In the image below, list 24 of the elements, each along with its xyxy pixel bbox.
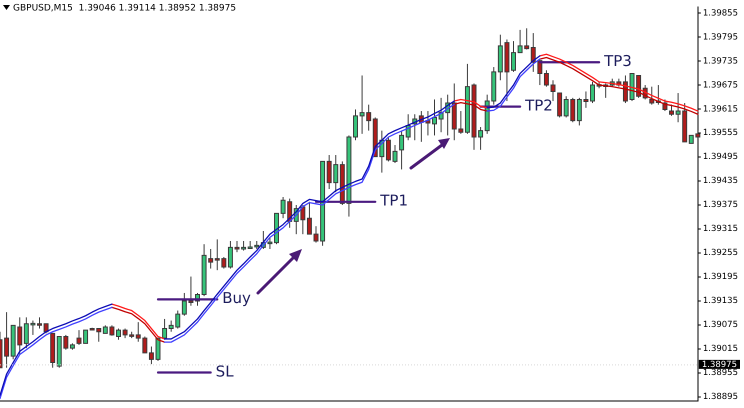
y-tick-label: 1.39495 bbox=[702, 152, 738, 162]
chart-title: GBPUSD,M15 1.39046 1.39114 1.38952 1.38975 bbox=[13, 3, 236, 14]
y-tick-label: 1.39795 bbox=[702, 32, 738, 42]
y-tick-label: 1.39615 bbox=[702, 104, 738, 114]
series-label: Buy bbox=[222, 289, 252, 308]
series-label: TP2 bbox=[524, 96, 553, 115]
series-label: TP1 bbox=[379, 192, 408, 210]
y-tick-label: 1.39135 bbox=[702, 296, 738, 306]
y-tick-label: 1.39075 bbox=[702, 320, 738, 330]
ref-line-label: 1.38975 bbox=[702, 360, 738, 370]
series-label: TP3 bbox=[603, 52, 632, 70]
y-tick-label: 1.39555 bbox=[702, 128, 738, 138]
y-tick-label: 1.39015 bbox=[702, 344, 738, 354]
y-tick-label: 1.39855 bbox=[702, 8, 738, 18]
y-tick-label: 1.39315 bbox=[702, 224, 738, 234]
y-tick-label: 1.39735 bbox=[702, 56, 738, 66]
series-label: SL bbox=[216, 362, 234, 380]
y-tick-label: 1.39675 bbox=[702, 80, 738, 90]
y-tick-label: 1.39435 bbox=[702, 176, 738, 186]
y-tick-label: 1.39375 bbox=[702, 200, 738, 210]
y-tick-label: 1.39255 bbox=[702, 248, 738, 258]
y-tick-label: 1.39195 bbox=[702, 272, 738, 282]
y-tick-label: 1.38895 bbox=[702, 392, 738, 402]
y-tick-label: 1.38955 bbox=[702, 368, 738, 378]
